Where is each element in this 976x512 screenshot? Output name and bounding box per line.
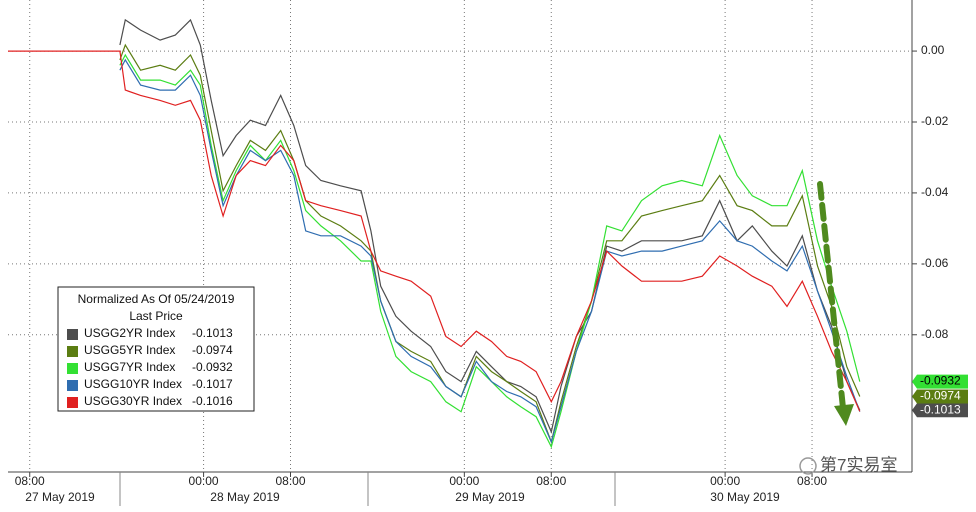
lines bbox=[8, 18, 861, 449]
legend-label: USGG30YR Index bbox=[84, 394, 182, 408]
legend-label: USGG10YR Index bbox=[84, 377, 182, 391]
legend-swatch bbox=[67, 380, 78, 391]
legend-items: USGG2YR Index -0.1013 USGG5YR Index -0.0974… bbox=[67, 326, 233, 408]
x-tick-label: 08:00 bbox=[536, 474, 566, 488]
legend-value: -0.0932 bbox=[192, 360, 233, 374]
legend: Normalized As Of 05/24/2019 Last Price U… bbox=[57, 286, 255, 412]
legend-swatch bbox=[67, 397, 78, 408]
date-label: 30 May 2019 bbox=[710, 490, 780, 504]
y-tick-label: -0.06 bbox=[921, 256, 949, 270]
value-tag-box bbox=[912, 389, 968, 404]
legend-swatch bbox=[67, 329, 78, 340]
watermark-icon bbox=[799, 457, 817, 475]
legend-label: USGG2YR Index bbox=[84, 326, 175, 340]
watermark: 第7实易室 bbox=[799, 455, 897, 475]
watermark-text: 第7实易室 bbox=[820, 455, 897, 474]
series-line bbox=[119, 58, 861, 444]
x-tick-label: 00:00 bbox=[189, 474, 219, 488]
legend-value: -0.1013 bbox=[192, 326, 233, 340]
value-tag-box bbox=[912, 403, 968, 418]
value-tag-label: -0.1013 bbox=[920, 402, 961, 416]
value-tag: -0.1013 bbox=[912, 402, 968, 418]
legend-box bbox=[57, 286, 255, 412]
x-tick-label: 00:00 bbox=[449, 474, 479, 488]
grid bbox=[8, 0, 912, 472]
legend-subtitle: Last Price bbox=[129, 309, 183, 323]
x-tick-label: 08:00 bbox=[275, 474, 305, 488]
value-tag-box bbox=[912, 374, 968, 389]
x-tick-label: 08:00 bbox=[15, 474, 45, 488]
legend-value: -0.0974 bbox=[192, 343, 233, 357]
value-tag-label: -0.0974 bbox=[920, 389, 961, 403]
y-tick-label: 0.00 bbox=[921, 43, 945, 57]
legend-value: -0.1016 bbox=[192, 394, 233, 408]
series-line bbox=[119, 53, 861, 449]
axes: 0.00 -0.02 -0.04 -0.06 -0.08 08:00 00:00 08:00 0… bbox=[15, 43, 968, 504]
date-label: 28 May 2019 bbox=[210, 490, 280, 504]
legend-label: USGG7YR Index bbox=[84, 360, 175, 374]
annotation-arrow bbox=[817, 181, 854, 426]
legend-swatch bbox=[67, 346, 78, 357]
series-line bbox=[119, 43, 861, 444]
y-tick-label: -0.04 bbox=[921, 185, 949, 199]
series-line bbox=[119, 18, 861, 434]
value-tag: -0.0932 bbox=[912, 374, 968, 389]
y-tick-label: -0.02 bbox=[921, 114, 949, 128]
value-tag-label: -0.0932 bbox=[920, 374, 961, 388]
date-label: 27 May 2019 bbox=[25, 490, 95, 504]
legend-swatch bbox=[67, 363, 78, 374]
y-tick-label: -0.08 bbox=[921, 327, 949, 341]
legend-value: -0.1017 bbox=[192, 377, 233, 391]
legend-label: USGG5YR Index bbox=[84, 343, 175, 357]
x-tick-label: 08:00 bbox=[797, 474, 827, 488]
x-tick-label: 00:00 bbox=[710, 474, 740, 488]
value-tag: -0.0974 bbox=[912, 389, 968, 404]
series-line bbox=[8, 50, 861, 412]
legend-title: Normalized As Of 05/24/2019 bbox=[78, 292, 235, 306]
date-label: 29 May 2019 bbox=[455, 490, 525, 504]
